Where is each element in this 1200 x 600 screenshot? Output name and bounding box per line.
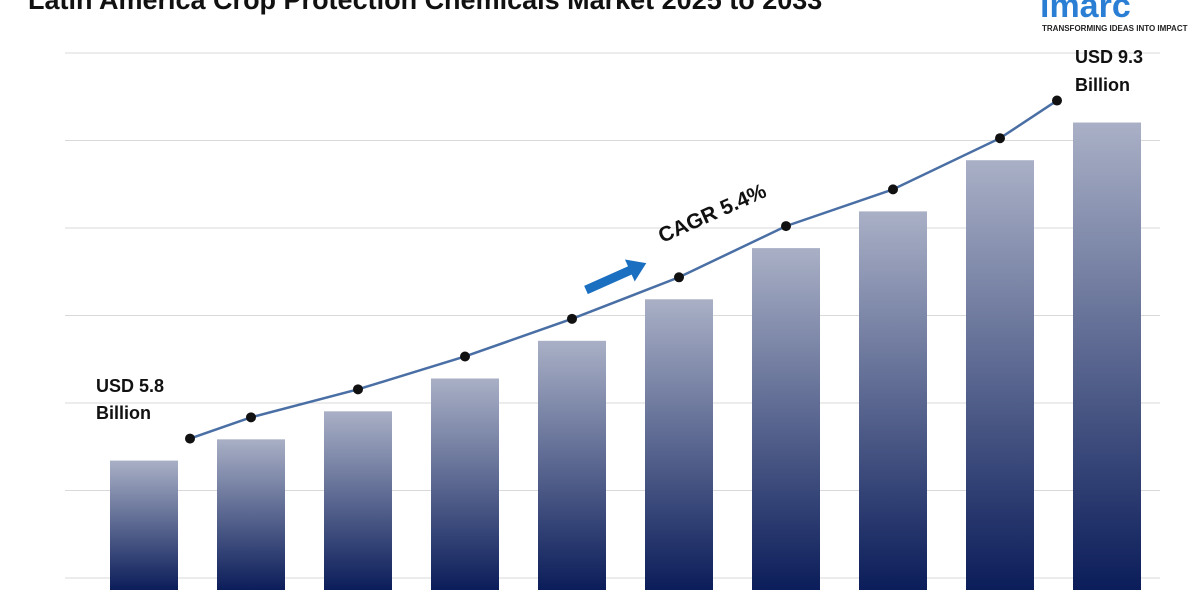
trend-point (674, 272, 684, 283)
bar (431, 378, 499, 590)
bar (752, 248, 820, 591)
start-annotation: USD 5.8 (96, 376, 164, 396)
bar (966, 160, 1034, 590)
end-annotation: USD 9.3 (1075, 47, 1143, 67)
bar (110, 460, 178, 590)
logo: imarc (1040, 0, 1131, 25)
trend (185, 95, 1062, 444)
trend-point (888, 184, 898, 195)
trend-point (460, 351, 470, 362)
trend-point (1052, 95, 1062, 106)
cagr-label: CAGR 5.4% (655, 179, 770, 247)
bar (538, 340, 606, 590)
cagr-arrow (584, 259, 647, 295)
bars (110, 122, 1141, 591)
trend-point (995, 133, 1005, 144)
bar (645, 299, 713, 590)
trend-point (567, 313, 577, 324)
trend-point (185, 433, 195, 444)
trend-point (781, 221, 791, 232)
trend-point (246, 412, 256, 423)
logo-tagline: TRANSFORMING IDEAS INTO IMPACT (1042, 24, 1188, 33)
bar (324, 411, 392, 590)
bar (859, 211, 927, 590)
end-annotation: Billion (1075, 75, 1130, 95)
trend-point (353, 384, 363, 395)
trend-line (189, 99, 1058, 440)
start-annotation: Billion (96, 403, 151, 423)
chart-title: Latin America Crop Protection Chemicals … (28, 0, 822, 15)
bar (217, 439, 285, 590)
bar (1073, 122, 1141, 591)
